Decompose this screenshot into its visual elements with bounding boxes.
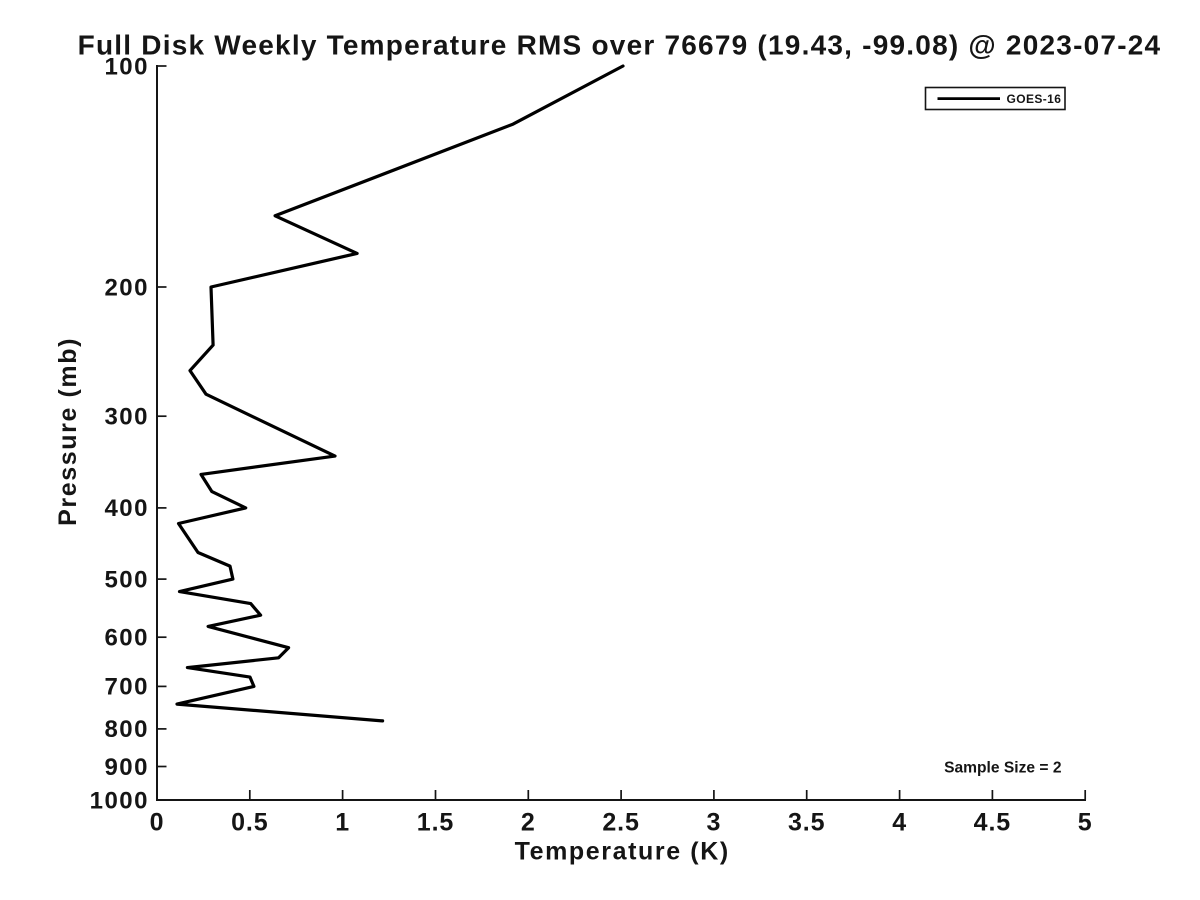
svg-text:2: 2 (521, 809, 536, 837)
svg-text:2.5: 2.5 (602, 809, 639, 837)
svg-text:400: 400 (104, 495, 149, 522)
svg-text:600: 600 (104, 625, 149, 652)
svg-text:300: 300 (104, 404, 149, 431)
svg-text:1.5: 1.5 (417, 809, 454, 837)
svg-text:GOES-16: GOES-16 (1007, 92, 1062, 106)
svg-text:3: 3 (706, 809, 721, 837)
svg-text:800: 800 (104, 716, 149, 743)
svg-text:1000: 1000 (90, 787, 149, 814)
svg-text:5: 5 (1078, 809, 1093, 837)
svg-text:0: 0 (150, 809, 165, 837)
svg-text:0.5: 0.5 (231, 809, 268, 837)
svg-text:200: 200 (104, 274, 149, 301)
svg-text:Pressure (mb): Pressure (mb) (54, 337, 82, 526)
svg-text:3.5: 3.5 (788, 809, 825, 837)
svg-text:4.5: 4.5 (974, 809, 1011, 837)
svg-text:1: 1 (335, 809, 350, 837)
svg-text:Temperature (K): Temperature (K) (515, 838, 730, 866)
svg-text:Sample Size = 2: Sample Size = 2 (944, 760, 1062, 777)
svg-text:Full Disk Weekly Temperature R: Full Disk Weekly Temperature RMS over 76… (78, 30, 1162, 61)
svg-text:100: 100 (104, 53, 149, 80)
svg-text:500: 500 (104, 566, 149, 593)
svg-text:900: 900 (104, 754, 149, 781)
svg-text:4: 4 (892, 809, 907, 837)
svg-text:700: 700 (104, 674, 149, 701)
